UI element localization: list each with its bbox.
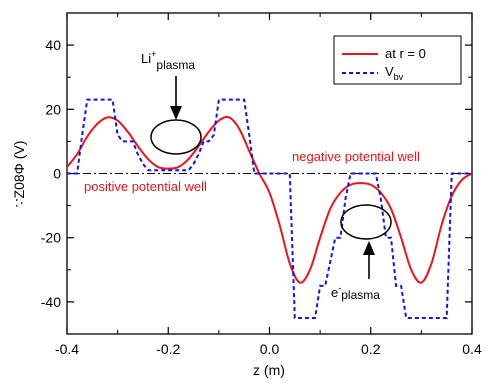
legend-label-at-r-0: at r = 0: [385, 46, 426, 61]
y-tick-label: 40: [45, 37, 61, 53]
y-tick-label: -40: [41, 294, 61, 310]
series-line-v-bv: [67, 98, 472, 319]
y-tick-label: 0: [53, 166, 61, 182]
e-plasma-label: e-plasma: [331, 283, 380, 302]
series-line-at-r-0: [67, 115, 472, 284]
li-plasma-label: Li+plasma: [141, 49, 195, 72]
legend: at r = 0 Vbv: [333, 35, 462, 85]
e-plasma-ellipse: [340, 204, 392, 240]
y-axis-label: ∵Z08Φ (V): [11, 141, 27, 208]
legend-box: [333, 35, 462, 85]
x-tick-label: -0.4: [55, 341, 79, 357]
x-tick-label: 0.4: [462, 341, 482, 357]
legend-label-v-bv: Vbv: [385, 64, 404, 82]
li-plasma-ellipse: [150, 119, 202, 155]
x-tick-label: 0.2: [361, 341, 381, 357]
x-tick-label: 0.0: [260, 341, 280, 357]
positive-well-label: positive potential well: [84, 179, 207, 194]
y-tick-label: 20: [45, 101, 61, 117]
e-plasma-arrow: [363, 241, 375, 279]
y-tick-label: -20: [41, 230, 61, 246]
negative-well-label: negative potential well: [292, 149, 420, 164]
x-axis-ticks: -0.4 -0.2 0.0 0.2 0.4: [55, 13, 482, 357]
li-plasma-arrow: [170, 76, 182, 120]
x-tick-label: -0.2: [156, 341, 180, 357]
y-axis-ticks: -40 -20 0 20 40: [41, 37, 472, 310]
x-axis-label: z (m): [253, 362, 285, 378]
